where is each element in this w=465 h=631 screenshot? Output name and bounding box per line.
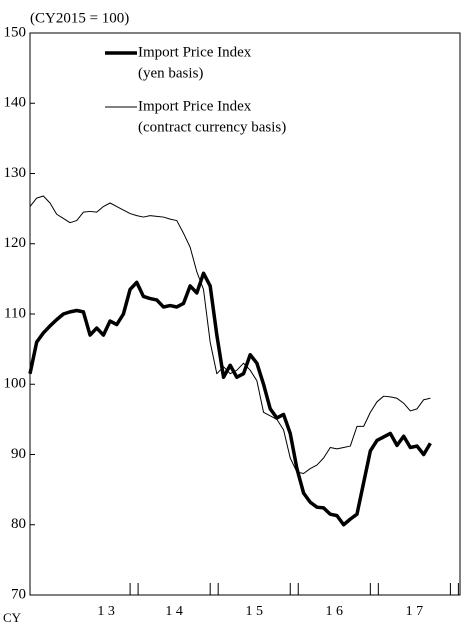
y-tick-label: 150 [4,24,27,40]
y-tick-label: 130 [4,165,27,181]
y-tick-label: 80 [11,516,26,532]
y-tick-label: 110 [4,305,26,321]
legend-label: (yen basis) [138,65,203,81]
x-tick-label: 1 5 [245,604,263,619]
x-tick-label: 1 3 [97,604,115,619]
plot-frame [29,32,461,596]
legend-label: Import Price Index [138,98,252,114]
legend-label: (contract currency basis) [138,119,286,135]
unit-label: (CY2015 = 100) [30,10,129,26]
y-tick-label: 140 [4,95,27,111]
y-tick-label: 120 [4,235,27,251]
x-tick-label: 1 6 [326,604,344,619]
y-tick-label: 70 [11,586,26,602]
legend-label: Import Price Index [138,44,252,60]
x-tick-label: 1 7 [406,604,424,619]
x-axis-label: CY [3,610,22,625]
y-tick-label: 100 [4,376,27,392]
y-tick-label: 90 [11,446,26,462]
data-line [28,271,432,527]
x-tick-label: 1 4 [165,604,183,619]
data-line [29,195,431,474]
